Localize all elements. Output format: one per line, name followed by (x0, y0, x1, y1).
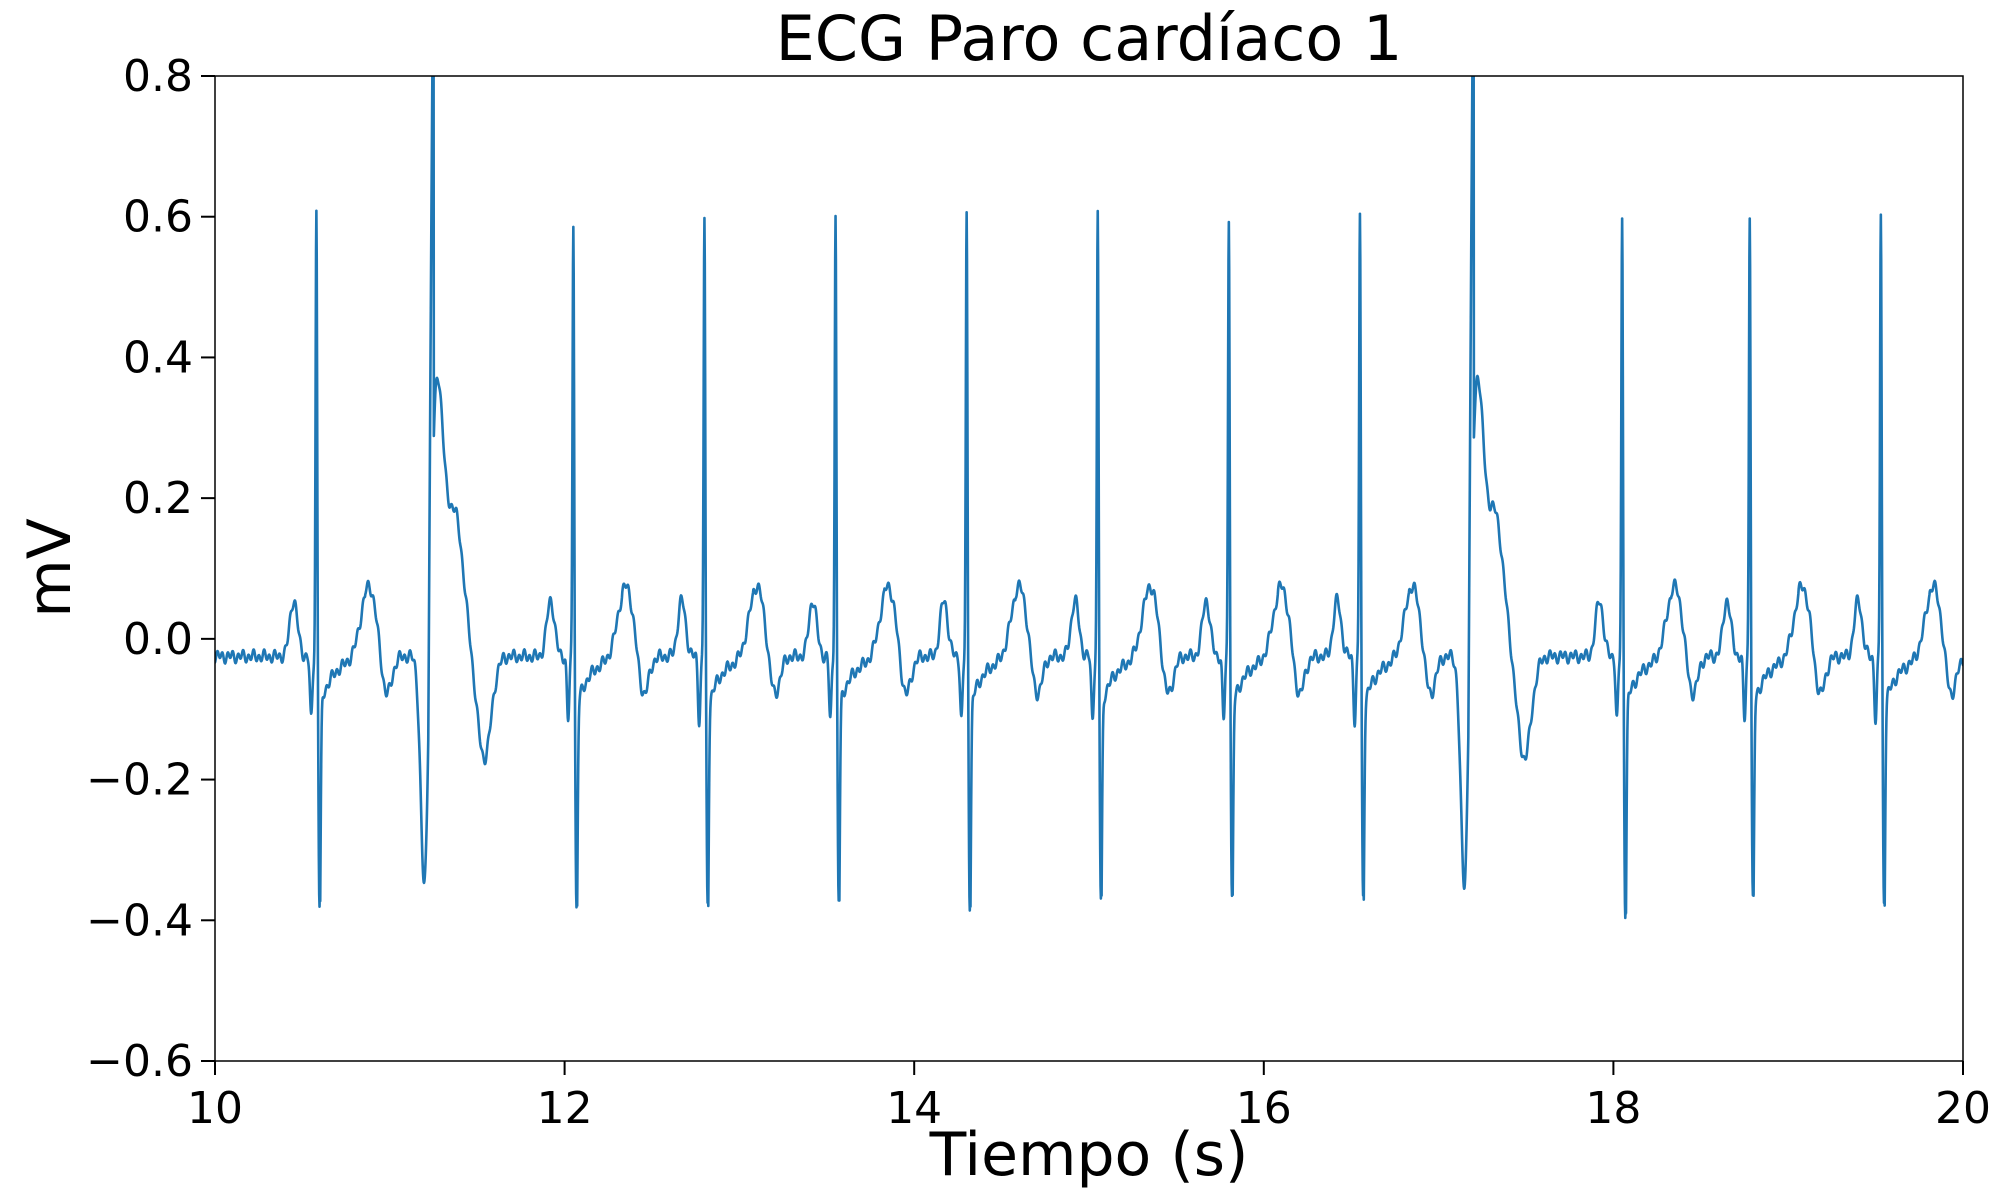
y-tick-label: 0.8 (123, 51, 193, 102)
plot-frame (214, 75, 1964, 1062)
ecg-series-line (215, 76, 1963, 920)
x-tick-label: 16 (1236, 1083, 1292, 1134)
y-tick-label: 0.6 (123, 192, 193, 243)
y-tick-label: 0.4 (123, 332, 193, 383)
y-tick-label: −0.2 (86, 755, 193, 806)
y-axis-ticks: −0.6 −0.4 −0.2 0.0 0.2 0.4 0.6 0.8 (86, 51, 215, 1087)
x-axis-ticks: 10 12 14 16 18 20 (187, 1061, 1991, 1134)
y-tick-label: −0.6 (86, 1036, 193, 1087)
y-tick-label: 0.2 (123, 473, 193, 524)
y-tick-label: 0.0 (123, 614, 193, 665)
x-tick-label: 14 (886, 1083, 942, 1134)
x-tick-label: 12 (537, 1083, 593, 1134)
y-axis-title: mV (15, 518, 85, 618)
x-tick-label: 20 (1935, 1083, 1991, 1134)
x-tick-label: 10 (187, 1083, 243, 1134)
x-tick-label: 18 (1585, 1083, 1641, 1134)
x-axis-title: Tiempo (s) (929, 1120, 1249, 1190)
y-tick-label: −0.4 (86, 895, 193, 946)
chart-title: ECG Paro cardíaco 1 (776, 2, 1403, 75)
